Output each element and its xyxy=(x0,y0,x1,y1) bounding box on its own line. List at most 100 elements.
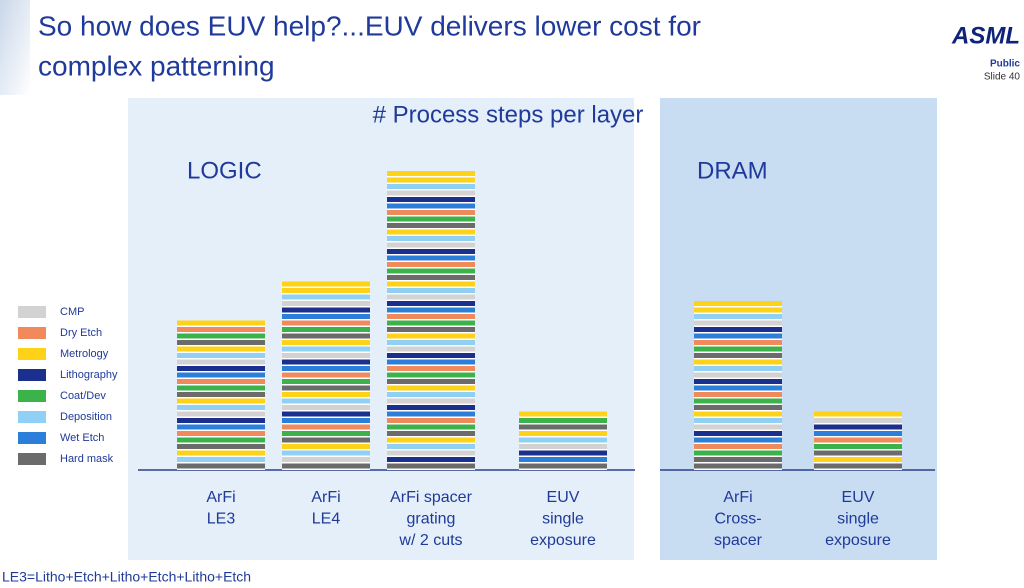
step-stripe xyxy=(694,450,782,456)
corner-decoration xyxy=(0,0,30,95)
step-stripe xyxy=(814,424,902,430)
step-stripe xyxy=(387,262,475,267)
step-stripe xyxy=(282,294,370,300)
step-stripe xyxy=(282,398,370,404)
step-stripe xyxy=(387,177,475,183)
step-stripe xyxy=(282,353,370,358)
step-stripe xyxy=(177,405,265,410)
step-stripe xyxy=(694,437,782,443)
step-stripe xyxy=(282,301,370,306)
step-stripe xyxy=(282,366,370,371)
step-stripe xyxy=(282,333,370,339)
step-stripe xyxy=(282,359,370,365)
step-stripe xyxy=(282,314,370,319)
legend-swatch xyxy=(18,348,46,360)
step-stripe xyxy=(387,203,475,209)
step-stripe xyxy=(387,450,475,456)
step-stripe xyxy=(694,379,782,384)
step-stripe xyxy=(177,320,265,326)
step-stripe xyxy=(177,340,265,345)
step-stripe xyxy=(814,457,902,462)
step-stripe xyxy=(387,392,475,397)
step-stripe xyxy=(177,353,265,358)
step-stripe xyxy=(694,353,782,358)
step-stripe xyxy=(519,418,607,423)
step-stripe xyxy=(387,424,475,430)
legend-label: Coat/Dev xyxy=(60,390,106,402)
step-stripe xyxy=(387,223,475,228)
step-stripe xyxy=(694,405,782,410)
x-tick-label: Cross- xyxy=(714,511,761,528)
step-stripe xyxy=(519,437,607,443)
step-stripe xyxy=(694,463,782,469)
step-stripe xyxy=(387,314,475,319)
classification: Public xyxy=(990,59,1020,70)
step-stripe xyxy=(387,301,475,306)
step-stripe xyxy=(694,431,782,436)
step-stripe xyxy=(177,392,265,397)
step-stripe xyxy=(387,327,475,332)
x-tick-label: EUV xyxy=(842,489,875,506)
legend-label: CMP xyxy=(60,306,84,318)
step-stripe xyxy=(814,437,902,443)
group-label: DRAM xyxy=(697,157,768,184)
step-stripe xyxy=(177,366,265,371)
step-stripe xyxy=(519,463,607,469)
step-stripe xyxy=(387,294,475,300)
step-stripe xyxy=(694,359,782,365)
step-stripe xyxy=(387,216,475,222)
step-stripe xyxy=(387,333,475,339)
step-stripe xyxy=(177,431,265,436)
step-stripe xyxy=(282,340,370,345)
legend-swatch xyxy=(18,327,46,339)
step-stripe xyxy=(177,379,265,384)
step-stripe xyxy=(694,333,782,339)
step-stripe xyxy=(387,411,475,417)
legend-swatch xyxy=(18,453,46,465)
legend-label: Lithography xyxy=(60,369,118,381)
step-stripe xyxy=(387,353,475,358)
step-stripe xyxy=(694,444,782,449)
step-stripe xyxy=(387,307,475,313)
step-stripe xyxy=(387,249,475,254)
x-tick-label: grating xyxy=(407,511,456,528)
step-stripe xyxy=(282,405,370,410)
stacked-bar xyxy=(387,171,475,470)
step-stripe xyxy=(387,236,475,241)
step-stripe xyxy=(519,431,607,436)
step-stripe xyxy=(177,444,265,449)
step-stripe xyxy=(282,418,370,423)
x-tick-label: ArFi xyxy=(723,489,752,506)
step-stripe xyxy=(387,242,475,248)
legend-swatch xyxy=(18,306,46,318)
step-stripe xyxy=(387,288,475,293)
step-stripe xyxy=(387,320,475,326)
step-stripe xyxy=(519,444,607,449)
step-stripe xyxy=(814,463,902,469)
legend-swatch xyxy=(18,390,46,402)
step-stripe xyxy=(694,418,782,423)
stacked-bar xyxy=(519,411,607,470)
step-stripe xyxy=(177,450,265,456)
step-stripe xyxy=(282,372,370,378)
step-stripe xyxy=(177,346,265,352)
step-stripe xyxy=(177,457,265,462)
step-stripe xyxy=(177,424,265,430)
step-stripe xyxy=(177,327,265,332)
step-stripe xyxy=(282,392,370,397)
step-stripe xyxy=(694,392,782,397)
step-stripe xyxy=(282,424,370,430)
step-stripe xyxy=(519,411,607,417)
step-stripe xyxy=(282,327,370,332)
step-stripe xyxy=(282,431,370,436)
step-stripe xyxy=(282,385,370,391)
step-stripe xyxy=(814,444,902,449)
step-stripe xyxy=(519,457,607,462)
slide-number: Slide 40 xyxy=(984,72,1021,83)
step-stripe xyxy=(694,398,782,404)
step-stripe xyxy=(177,372,265,378)
x-tick-label: exposure xyxy=(825,532,891,549)
step-stripe xyxy=(282,450,370,456)
step-stripe xyxy=(387,255,475,261)
step-stripe xyxy=(387,190,475,196)
